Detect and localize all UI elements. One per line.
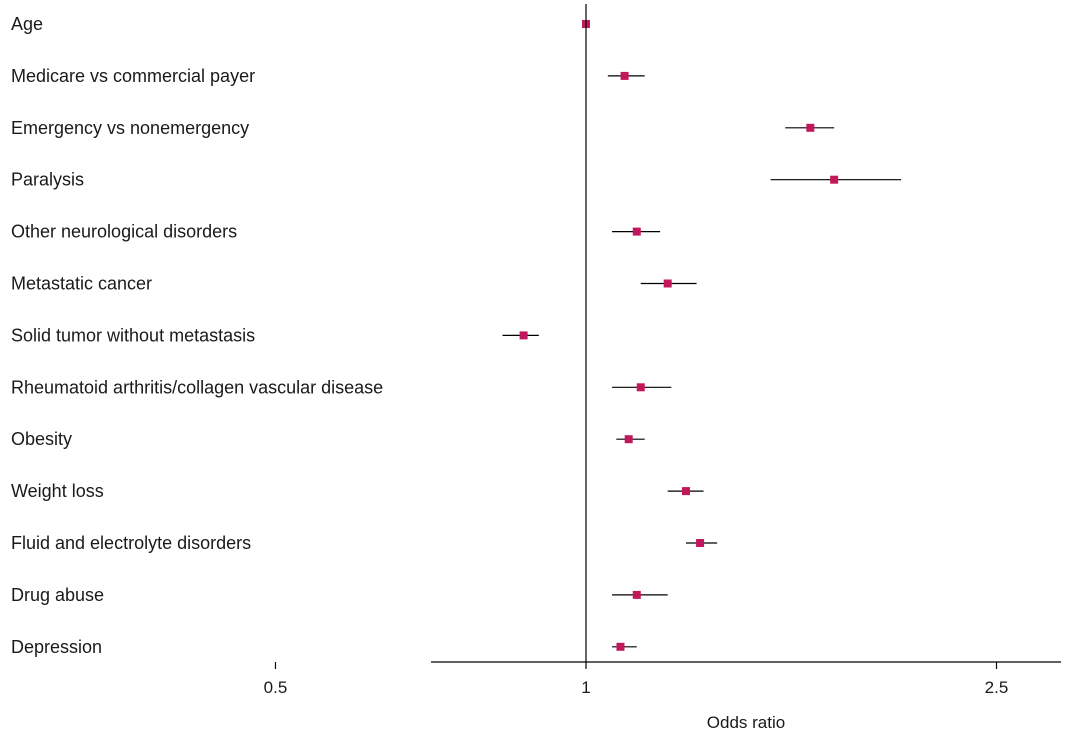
- row-label: Rheumatoid arthritis/collagen vascular d…: [11, 377, 383, 397]
- row-label: Age: [11, 14, 43, 34]
- row-label: Medicare vs commercial payer: [11, 66, 255, 86]
- row-label: Paralysis: [11, 170, 84, 190]
- odds-ratio-point: [681, 487, 690, 496]
- forest-row: Paralysis: [11, 170, 901, 190]
- odds-ratio-point: [830, 175, 839, 184]
- forest-row: Medicare vs commercial payer: [11, 66, 645, 86]
- odds-ratio-point: [519, 331, 528, 340]
- row-label: Emergency vs nonemergency: [11, 118, 249, 138]
- row-label: Other neurological disorders: [11, 222, 237, 242]
- forest-row: Drug abuse: [11, 585, 668, 605]
- x-axis: 0.5 1 2.5: [264, 661, 1061, 697]
- row-label: Obesity: [11, 429, 72, 449]
- row-label: Depression: [11, 637, 102, 657]
- forest-row: Rheumatoid arthritis/collagen vascular d…: [11, 377, 672, 397]
- row-label: Metastatic cancer: [11, 274, 152, 294]
- forest-row: Metastatic cancer: [11, 274, 697, 294]
- forest-row: Weight loss: [11, 481, 704, 501]
- odds-ratio-point: [632, 227, 641, 236]
- odds-ratio-point: [696, 539, 705, 547]
- odds-ratio-point: [624, 435, 633, 444]
- odds-ratio-point: [663, 279, 672, 288]
- forest-row: Depression: [11, 637, 637, 657]
- x-tick-label: 2.5: [985, 678, 1009, 697]
- odds-ratio-point: [636, 383, 645, 392]
- row-label: Drug abuse: [11, 585, 104, 605]
- forest-row: Other neurological disorders: [11, 222, 661, 242]
- forest-row: Solid tumor without metastasis: [11, 325, 539, 345]
- forest-row: Obesity: [11, 429, 645, 449]
- forest-row: Emergency vs nonemergency: [11, 118, 835, 138]
- odds-ratio-point: [616, 642, 625, 651]
- odds-ratio-point: [620, 71, 629, 80]
- row-label: Solid tumor without metastasis: [11, 325, 255, 345]
- forest-row: Fluid and electrolyte disorders: [11, 533, 718, 553]
- row-label: Fluid and electrolyte disorders: [11, 533, 251, 553]
- x-tick-label: 1: [581, 678, 590, 697]
- odds-ratio-point: [632, 590, 641, 599]
- x-tick-label: 0.5: [264, 678, 288, 697]
- row-label: Weight loss: [11, 481, 104, 501]
- rows-layer: Age Medicare vs commercial payer Emergency…: [11, 14, 901, 657]
- x-axis-label: Odds ratio: [707, 713, 785, 732]
- odds-ratio-point: [806, 123, 815, 132]
- forest-row: Age: [11, 14, 590, 34]
